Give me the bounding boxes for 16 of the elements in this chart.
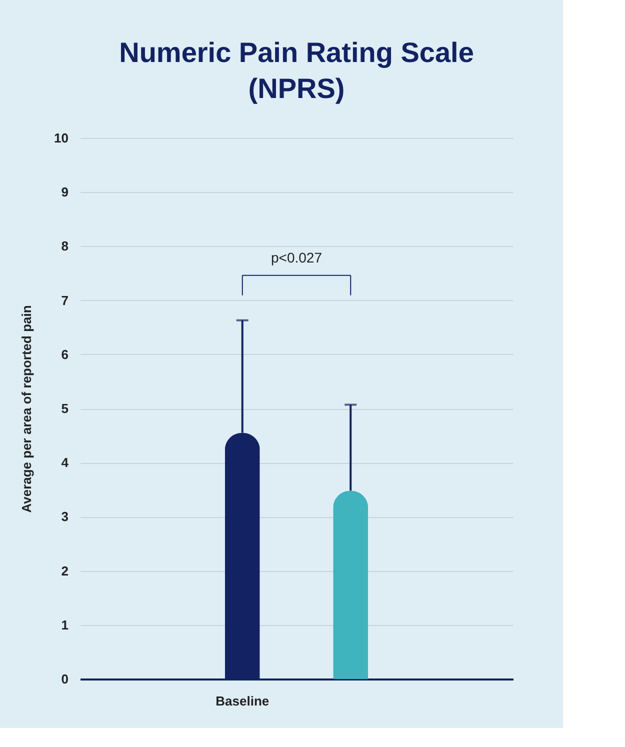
y-tick-label: 10 [54,130,68,146]
y-tick-label: 1 [61,617,68,632]
y-tick-label: 7 [61,292,68,308]
y-tick-label: 8 [61,238,68,254]
y-tick-label: 9 [61,184,68,200]
y-tick-label: 4 [61,455,70,470]
y-tick-label: 3 [61,509,68,524]
text: (NPRS) [248,73,345,104]
x-tick-label: Baseline [216,694,270,708]
y-tick-label: 0 [61,672,68,686]
y-tick-label: 2 [61,563,68,578]
y-tick-label: 6 [61,346,68,362]
y-axis-title: Average per area of reported pain [19,305,34,513]
y-tick-label: 5 [61,401,68,416]
text: Numeric Pain Rating Scale [119,37,474,68]
annotation: p<0.027 [271,249,322,266]
